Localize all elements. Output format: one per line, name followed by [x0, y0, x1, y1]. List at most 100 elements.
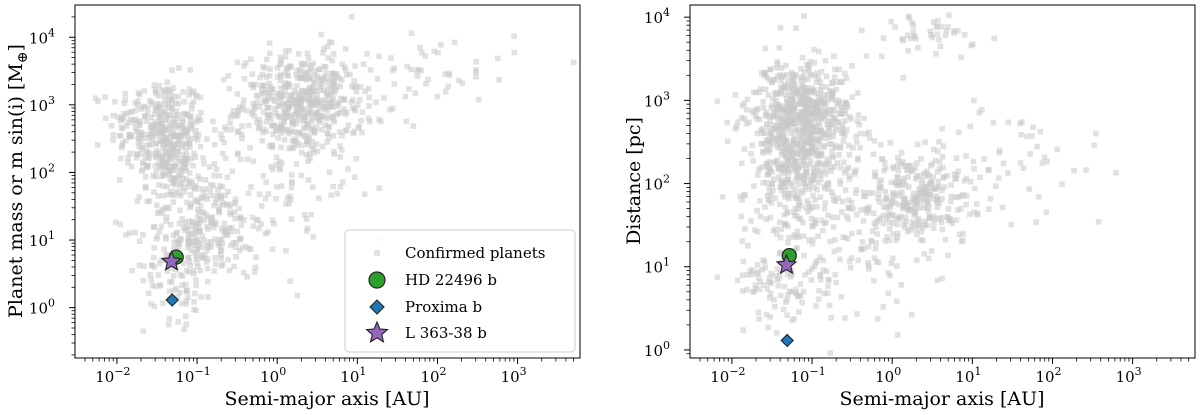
confirmed-planet-point [816, 48, 822, 55]
confirmed-planet-point [330, 183, 336, 190]
confirmed-planet-point [933, 193, 939, 199]
confirmed-planet-point [770, 95, 776, 102]
confirmed-planet-point [817, 127, 824, 134]
confirmed-planet-point [277, 78, 284, 84]
confirmed-planet-point [956, 231, 963, 238]
confirmed-planet-point [825, 131, 832, 137]
confirmed-planet-point [168, 191, 175, 198]
confirmed-planet-point [329, 82, 335, 89]
x-tick-label: 103 [501, 365, 527, 386]
highlighted-planets [775, 248, 798, 348]
confirmed-planet-point [784, 312, 790, 318]
confirmed-planet-point [156, 101, 163, 108]
confirmed-planet-point [160, 192, 167, 199]
confirmed-planet-point [823, 268, 830, 274]
x-tick-label: 101 [955, 365, 981, 386]
confirmed-planet-point [241, 97, 247, 103]
confirmed-planet-point [145, 135, 152, 141]
confirmed-planet-point [185, 226, 192, 233]
confirmed-planet-point [308, 118, 315, 125]
confirmed-planet-point [171, 125, 178, 131]
confirmed-planet-point [846, 142, 852, 149]
confirmed-planet-point [817, 90, 823, 97]
confirmed-planet-point [240, 269, 247, 276]
confirmed-planet-point [963, 201, 969, 208]
confirmed-planet-point [185, 254, 191, 261]
confirmed-planet-point [156, 228, 163, 235]
confirmed-planet-point [937, 159, 943, 166]
confirmed-planet-point [155, 193, 162, 199]
confirmed-planet-point [176, 65, 182, 71]
confirmed-planet-point [135, 118, 142, 125]
confirmed-planet-point [191, 290, 198, 297]
confirmed-planet-point [781, 191, 788, 197]
confirmed-planet-point [163, 138, 170, 145]
confirmed-planet-point [330, 113, 336, 120]
confirmed-planet-point [178, 236, 184, 242]
confirmed-planet-point [306, 96, 313, 102]
confirmed-planet-point [876, 199, 883, 205]
confirmed-planet-point [358, 118, 364, 124]
confirmed-planet-point [814, 70, 820, 77]
confirmed-planet-point [886, 226, 893, 232]
confirmed-planet-point [754, 270, 760, 277]
confirmed-planet-point [303, 75, 309, 81]
confirmed-planet-point [807, 139, 814, 145]
confirmed-planet-point [122, 96, 128, 103]
confirmed-planet-point [187, 141, 193, 147]
confirmed-planet-point [794, 101, 801, 108]
confirmed-planet-point [343, 127, 350, 134]
confirmed-planet-point [767, 142, 773, 149]
confirmed-planet-point [832, 97, 839, 103]
confirmed-planet-point [196, 176, 203, 182]
confirmed-planet-point [166, 316, 173, 322]
confirmed-planet-point [894, 154, 901, 161]
confirmed-planet-point [927, 191, 933, 198]
confirmed-planet-point [898, 161, 904, 168]
confirmed-planet-point [860, 218, 867, 224]
confirmed-planet-point [305, 55, 312, 61]
confirmed-planet-point [763, 179, 770, 186]
confirmed-planet-point [762, 264, 768, 271]
confirmed-planet-point [207, 182, 214, 188]
confirmed-planet-point [839, 198, 846, 205]
confirmed-planet-point [330, 133, 337, 139]
confirmed-planet-point [187, 178, 193, 184]
confirmed-planet-point [1035, 194, 1042, 200]
confirmed-planet-point [275, 74, 281, 80]
confirmed-planet-point [774, 113, 781, 119]
confirmed-planet-point [197, 216, 203, 222]
confirmed-planet-point [152, 88, 159, 95]
confirmed-planet-point [765, 170, 772, 177]
confirmed-planet-point [740, 258, 747, 265]
confirmed-planet-point [783, 62, 789, 69]
confirmed-planet-point [904, 32, 911, 39]
confirmed-planet-point [277, 54, 284, 61]
confirmed-planet-point [825, 118, 831, 124]
confirmed-planet-point [806, 161, 813, 168]
confirmed-planet-point [250, 100, 257, 107]
confirmed-planet-point [187, 67, 194, 73]
confirmed-planet-point [1008, 221, 1014, 228]
confirmed-planet-point [754, 262, 761, 268]
confirmed-planet-point [894, 234, 901, 240]
confirmed-planet-point [147, 271, 153, 278]
confirmed-planet-point [188, 200, 195, 207]
confirmed-planet-point [939, 154, 946, 160]
confirmed-planet-point [178, 300, 185, 307]
confirmed-planet-point [896, 215, 903, 221]
confirmed-planet-point [181, 260, 187, 267]
confirmed-planet-point [305, 104, 312, 111]
confirmed-planet-point [935, 178, 942, 185]
confirmed-planet-point [837, 256, 843, 263]
confirmed-planet-point [231, 209, 238, 216]
confirmed-planet-point [408, 66, 415, 73]
confirmed-planet-point [787, 180, 794, 186]
legend-label: Proxima b [405, 298, 482, 316]
confirmed-planet-point [239, 131, 245, 138]
confirmed-planet-point [888, 260, 895, 267]
confirmed-planet-point [815, 233, 821, 239]
confirmed-planet-point [278, 125, 284, 131]
confirmed-planet-point [780, 306, 787, 313]
confirmed-planet-point [211, 172, 218, 179]
